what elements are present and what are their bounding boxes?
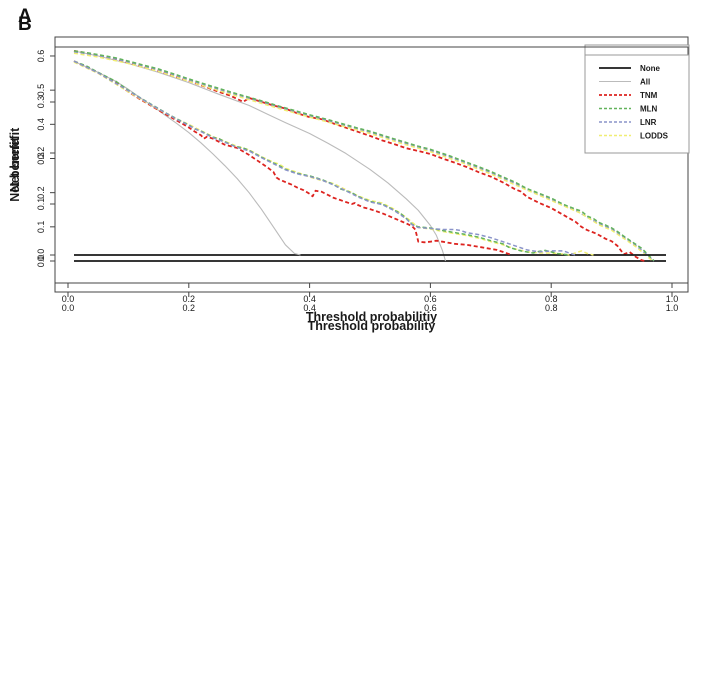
panel-label-b: B [18,14,32,35]
y-tick-label: 0.4 [36,118,46,131]
series-line-all [73,60,301,256]
series-line-all [73,50,447,262]
legend-label-tnm: TNM [640,91,658,100]
x-axis-title: Threshold probabilitiy [306,310,437,324]
y-tick-label: 0.2 [36,186,46,199]
y-tick-label: 0.1 [36,221,46,234]
series-line-tnm [73,60,513,256]
series-line-mln [73,50,655,262]
x-tick-label: 0.0 [62,303,75,313]
x-tick-label: 1.0 [666,294,679,304]
y-tick-label: 0.0 [36,255,46,268]
chart-b-net-benefit-vs-threshold: 0.0 0.2 0.4 0.6 0.8 1.00.00.10.20.3Threshold … [8,46,690,333]
x-tick-label: 0.4 [303,294,316,304]
series-line-lodds [73,61,594,256]
series-line-lnr [73,51,655,262]
y-tick-label: 0.3 [36,96,46,109]
x-tick-label: 0.2 [183,294,196,304]
series-line-mln [73,60,570,256]
x-tick-label: 0.8 [545,294,558,304]
x-tick-label: 0.6 [424,294,437,304]
legend-label-mln: MLN [640,105,658,114]
y-tick-label: 0.1 [36,198,46,211]
series-line-lodds [73,52,654,262]
legend-label-lnr: LNR [640,118,657,127]
y-tick-label: 0.0 [36,249,46,262]
plot-box [54,46,689,293]
x-axis-title: Threshold probability [308,319,436,333]
x-tick-label: 0.4 [303,303,316,313]
y-tick-label: 0.3 [36,152,46,165]
x-tick-label: 0.0 [62,294,75,304]
legend-label-all: All [640,78,650,87]
x-tick-label: 1.0 [666,303,679,313]
y-tick-label: 0.5 [36,84,46,97]
legend-label-none: None [640,64,661,73]
y-tick-label: 0.2 [36,147,46,160]
y-axis-title: Net benefit [8,127,22,192]
series-line-lnr [73,60,576,256]
legend-label-lodds: LODDS [640,132,669,141]
y-tick-label: 0.6 [36,50,46,63]
panel-label-a: A [18,6,32,27]
x-tick-label: 0.2 [183,303,196,313]
legend-box [584,54,690,154]
y-axis-title: Net benefit [8,136,22,201]
x-tick-label: 0.6 [424,303,437,313]
panel-b: B 0.0 0.2 0.4 0.6 0.8 1.0 0.0 0.1 0.2 0.3 Threshol… [8,14,690,333]
x-tick-label: 0.8 [545,303,558,313]
